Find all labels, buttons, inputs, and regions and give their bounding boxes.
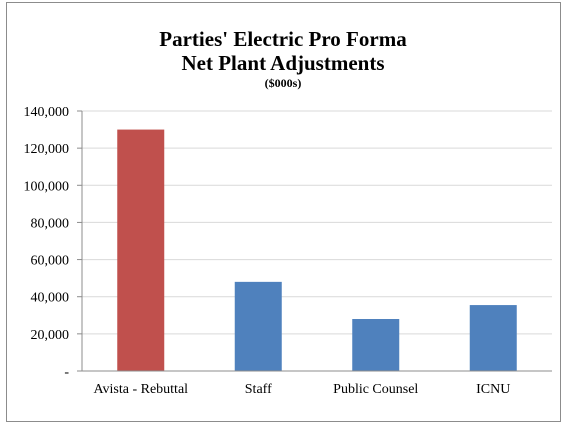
y-tick-label: 120,000 (24, 142, 70, 157)
bars (117, 129, 517, 371)
axes (77, 110, 552, 372)
chart-title: Parties' Electric Pro Forma (159, 27, 407, 51)
bar-chart: - 20,000 40,000 60,000 80,000 100,000 120,000 1… (24, 105, 552, 397)
y-tick-label: 40,000 (31, 291, 70, 306)
y-tick-label: 80,000 (31, 216, 70, 231)
x-tick-label: Staff (245, 382, 272, 397)
chart-frame (6, 2, 561, 422)
tick-labels: - 20,000 40,000 60,000 80,000 100,000 120,000 1… (24, 105, 511, 397)
bar (469, 305, 517, 371)
bar (234, 281, 282, 371)
chart-units: ($000s) (264, 76, 302, 90)
x-tick-label: ICNU (476, 382, 510, 397)
y-tick-label: 140,000 (24, 105, 70, 120)
chart-subtitle: Net Plant Adjustments (181, 51, 385, 75)
y-tick-label: 100,000 (24, 179, 70, 194)
y-tick-label: 20,000 (31, 328, 70, 343)
y-tick-label: 60,000 (31, 254, 70, 269)
x-tick-label: Avista - Rebuttal (93, 382, 188, 397)
bar (352, 319, 400, 371)
x-tick-label: Public Counsel (333, 382, 418, 397)
bar (117, 129, 165, 371)
y-tick-label: - (64, 365, 69, 380)
